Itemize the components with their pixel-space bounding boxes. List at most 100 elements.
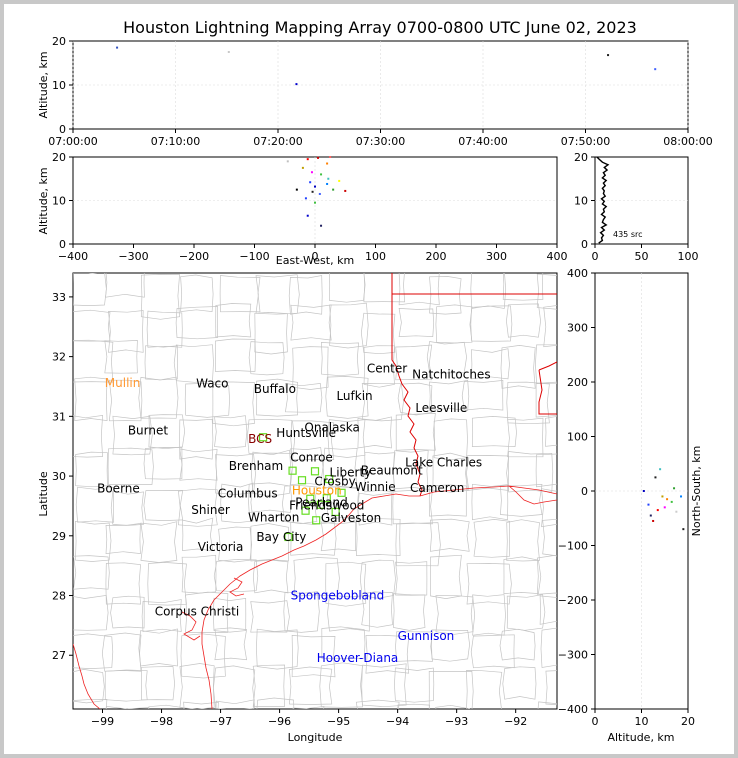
county-outline: [364, 451, 396, 493]
county-outline: [542, 518, 557, 557]
ew-tick-label: −200: [179, 250, 209, 263]
county-outline: [395, 631, 433, 662]
county-outline: [357, 492, 393, 526]
city-label: Cameron: [410, 481, 464, 495]
city-label: Conroe: [290, 451, 333, 465]
county-outline: [363, 273, 406, 303]
county-outline: [212, 381, 255, 427]
county-outline: [212, 597, 247, 633]
time-altitude-ylabel: Altitude, km: [37, 51, 50, 118]
county-outline: [105, 705, 150, 709]
city-label: Shiner: [191, 503, 230, 517]
ew-source-point: [295, 188, 298, 191]
county-outline: [215, 303, 252, 338]
county-outline: [536, 555, 557, 595]
city-label: Winnie: [355, 480, 396, 494]
county-outline: [104, 340, 138, 374]
ew-source-point: [327, 177, 330, 180]
county-outline: [73, 633, 114, 669]
ew-tick-label: −300: [118, 250, 148, 263]
ns-source-point: [656, 509, 659, 512]
county-outline: [429, 379, 470, 411]
county-outline: [545, 670, 557, 706]
county-outline: [360, 663, 407, 708]
lma-station-marker: [310, 467, 320, 476]
ew-source-point: [304, 197, 307, 200]
altitude-ns-panel: 0 10 20 −400 −300 −200 −100 0 100 200 300 400 North…: [558, 267, 703, 744]
ew-source-point: [329, 156, 332, 158]
county-outline: [435, 704, 470, 709]
ns-source-point: [649, 514, 652, 517]
hist-tick-label: 100: [678, 250, 699, 263]
county-outline: [361, 591, 393, 628]
county-outline: [470, 305, 513, 342]
ew-tick-label: 0: [312, 250, 319, 263]
county-outline: [101, 632, 142, 672]
ew-source-point: [326, 182, 329, 185]
figure-title: Houston Lightning Mapping Array 0700-080…: [123, 18, 637, 37]
county-outline: [429, 276, 462, 315]
ew-source-point: [318, 192, 321, 195]
time-tick-label: 07:50:00: [561, 135, 610, 148]
lat-tick-label: 27: [52, 649, 66, 662]
ns-alt-tick-label: 0: [592, 715, 599, 728]
county-outline: [325, 561, 367, 607]
county-outline: [112, 415, 153, 456]
county-outline: [282, 484, 318, 525]
county-outline: [73, 339, 114, 383]
ns-source-point: [663, 506, 666, 509]
county-outline: [395, 522, 441, 567]
county-outline: [327, 594, 370, 632]
county-outline: [500, 484, 543, 517]
ew-source-point: [311, 190, 314, 193]
ew-tick-label: 200: [426, 250, 447, 263]
county-outline: [292, 705, 325, 709]
county-outline: [105, 273, 145, 298]
county-outline: [140, 274, 180, 320]
county-outline: [397, 703, 430, 709]
county-outline: [329, 302, 369, 349]
county-outline: [289, 666, 333, 705]
ew-source-point: [301, 166, 304, 169]
lma-station-marker: [322, 494, 331, 503]
ew-altitude-ylabel: Altitude, km: [37, 167, 50, 234]
county-outline: [75, 451, 108, 488]
ew-tick-label: −400: [58, 250, 88, 263]
county-outline: [182, 517, 214, 551]
county-outline: [288, 275, 323, 315]
county-outline: [431, 629, 470, 662]
city-label: Lake Charles: [405, 455, 482, 469]
county-outline: [183, 701, 219, 709]
map-xlabel: Longitude: [288, 731, 343, 744]
county-outline: [365, 635, 410, 674]
county-outline: [219, 275, 261, 313]
city-label: Brenham: [229, 459, 284, 473]
lma-station-marker: [337, 488, 346, 497]
alt-tick-label: 0: [59, 123, 66, 136]
city-label: Galveston: [321, 511, 381, 525]
county-outline: [250, 449, 292, 497]
lightning-source-point: [116, 46, 119, 49]
county-outline: [184, 382, 230, 418]
county-outline: [355, 699, 400, 709]
county-outline: [247, 482, 292, 513]
time-tick-label: 08:00:00: [663, 135, 712, 148]
lon-tick-label: −95: [327, 715, 350, 728]
ew-altitude-xlabel: East-West, km: [276, 254, 354, 267]
ew-alt-tick-label: 10: [52, 195, 66, 208]
county-outline: [428, 670, 474, 709]
county-outline: [473, 519, 511, 558]
lon-tick-label: −92: [504, 715, 527, 728]
county-outline: [356, 518, 401, 556]
ns-source-point: [659, 468, 662, 471]
city-label: Waco: [196, 376, 228, 390]
county-outline: [470, 273, 507, 309]
lat-tick-label: 33: [52, 291, 66, 304]
alt-tick-label: 20: [52, 35, 66, 48]
lat-tick-label: 32: [52, 351, 66, 364]
county-outline: [214, 415, 248, 449]
county-outline: [254, 312, 288, 355]
county-outline: [506, 303, 541, 338]
coastline: [73, 485, 557, 709]
lma-station-marker: [258, 433, 268, 442]
